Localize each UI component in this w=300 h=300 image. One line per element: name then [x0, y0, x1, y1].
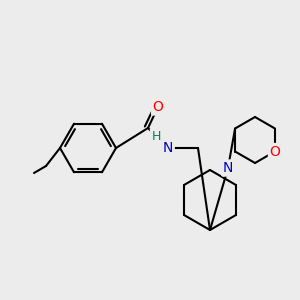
Text: H: H: [151, 130, 161, 142]
Text: O: O: [153, 100, 164, 114]
Text: N: N: [223, 161, 233, 175]
Text: N: N: [163, 141, 173, 155]
Text: O: O: [269, 145, 281, 158]
